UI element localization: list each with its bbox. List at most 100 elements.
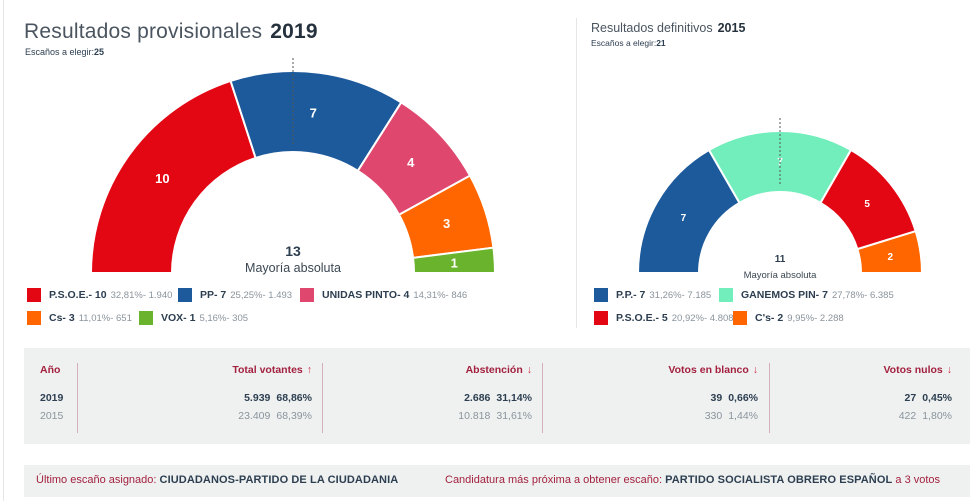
seat-segment-p-s-o-e[interactable] bbox=[89, 79, 257, 274]
legend-swatch bbox=[594, 288, 608, 302]
value: 39 bbox=[710, 392, 723, 404]
column-separator bbox=[322, 363, 323, 433]
col-null-votes: Votos nulos ↓ 27 0,45% 422 1,80% bbox=[774, 364, 952, 434]
legend-item[interactable]: GANEMOS PIN- 7 27,78%- 6.385 bbox=[719, 288, 894, 302]
value: 330 bbox=[704, 410, 723, 422]
column-separator bbox=[542, 363, 543, 433]
page-left-border bbox=[3, 0, 4, 501]
legend-swatch bbox=[719, 288, 733, 302]
seat-segment-c-s[interactable] bbox=[856, 229, 924, 274]
legend-item[interactable]: Cs- 3 11,01%- 651 bbox=[27, 311, 132, 325]
seat-count-label: 10 bbox=[155, 171, 169, 186]
legend-party: P.S.O.E.- 5 bbox=[616, 312, 668, 324]
percent: 68,39% bbox=[276, 410, 312, 422]
hemicycle-charts: 10 7 4 3 1 7 7 5 2 bbox=[89, 58, 924, 274]
row-2019-total: 5.939 68,86% bbox=[244, 392, 312, 404]
percent: 0,45% bbox=[922, 392, 952, 404]
current-seats-info: Escaños a elegir:25 bbox=[25, 47, 104, 57]
previous-title-text: Resultados definitivos bbox=[591, 21, 713, 35]
legend-item[interactable]: P.S.O.E.- 5 20,92%- 4.808 bbox=[594, 311, 734, 325]
seat-count-label: 1 bbox=[451, 256, 458, 271]
legend-stats: 9,95%- 2.288 bbox=[787, 312, 844, 324]
turnout-stats-table: Año 2019 2015 Total votantes ↑ 5.939 68,86… bbox=[24, 348, 970, 444]
value: 10.818 bbox=[458, 410, 491, 422]
legend-swatch bbox=[178, 288, 192, 302]
percent: 1,80% bbox=[922, 410, 952, 422]
hemicycle-2015: 7752 bbox=[636, 118, 924, 274]
percent: 68,86% bbox=[276, 392, 312, 404]
legend-item[interactable]: PP- 7 25,25%- 1.493 bbox=[178, 288, 292, 302]
last-seat-label: Último escaño asignado: bbox=[36, 474, 157, 486]
legend-stats: 32,81%- 1.940 bbox=[110, 289, 173, 301]
header-abstention[interactable]: Abstención ↓ bbox=[466, 364, 532, 376]
header-blank-votes[interactable]: Votos en blanco ↓ bbox=[668, 364, 758, 376]
last-seat-info: Último escaño asignado: CIUDADANOS-PARTI… bbox=[36, 474, 398, 486]
legend-swatch bbox=[27, 311, 41, 325]
col-total-voters: Total votantes ↑ 5.939 68,86% 23.409 68,39% bbox=[84, 364, 312, 434]
legend-swatch bbox=[594, 311, 608, 325]
arrow-down-icon: ↓ bbox=[946, 364, 952, 376]
previous-seats-label: Escaños a elegir: bbox=[591, 38, 657, 48]
legend-party: GANEMOS PIN- 7 bbox=[741, 289, 828, 301]
legend-swatch bbox=[139, 311, 153, 325]
legend-swatch bbox=[27, 288, 41, 302]
majority-2019: 13 Mayoría absoluta bbox=[193, 243, 393, 277]
col-year: Año 2019 2015 bbox=[40, 364, 100, 434]
value: 422 bbox=[898, 410, 917, 422]
legend-party: C's- 2 bbox=[755, 312, 784, 324]
seat-count-label: 2 bbox=[887, 252, 893, 263]
row-2015-year: 2015 bbox=[40, 410, 64, 422]
legend-swatch bbox=[733, 311, 747, 325]
header-blank-label: Votos en blanco bbox=[668, 364, 749, 376]
majority-2019-label: Mayoría absoluta bbox=[245, 261, 341, 275]
panel-divider bbox=[576, 18, 577, 328]
row-2019-null: 27 0,45% bbox=[905, 392, 952, 404]
col-abstention: Abstención ↓ 2.686 31,14% 10.818 31,61% bbox=[324, 364, 532, 434]
seat-info-footer: Último escaño asignado: CIUDADANOS-PARTI… bbox=[24, 465, 970, 497]
legend-party: P.P.- 7 bbox=[616, 289, 646, 301]
legend-stats: 11,01%- 651 bbox=[78, 312, 132, 324]
next-seat-label: Candidatura más próxima a obtener escaño… bbox=[445, 474, 663, 486]
header-year: Año bbox=[40, 364, 61, 376]
header-total-voters[interactable]: Total votantes ↑ bbox=[232, 364, 312, 376]
percent: 31,14% bbox=[496, 392, 532, 404]
previous-year: 2015 bbox=[717, 21, 746, 35]
next-seat-info: Candidatura más próxima a obtener escaño… bbox=[445, 474, 940, 486]
majority-2015-label: Mayoría absoluta bbox=[743, 270, 817, 281]
next-seat-suffix: a 3 votos bbox=[895, 474, 941, 486]
row-2019-blank: 39 0,66% bbox=[711, 392, 758, 404]
arrow-down-icon: ↓ bbox=[752, 364, 758, 376]
value: 5.939 bbox=[244, 392, 271, 404]
seat-segment-vox[interactable] bbox=[411, 246, 497, 274]
previous-results-title: Resultados definitivos 2015 bbox=[591, 21, 745, 35]
row-2015-null: 422 1,80% bbox=[899, 410, 952, 422]
column-separator bbox=[769, 363, 770, 433]
legend-item[interactable]: P.P.- 7 31,26%- 7.185 bbox=[594, 288, 711, 302]
col-blank-votes: Votos en blanco ↓ 39 0,66% 330 1,44% bbox=[544, 364, 758, 434]
arrow-down-icon: ↓ bbox=[526, 364, 532, 376]
arrow-up-icon: ↑ bbox=[306, 364, 312, 376]
legend-item[interactable]: VOX- 1 5,16%- 305 bbox=[139, 311, 248, 325]
percent: 0,66% bbox=[728, 392, 758, 404]
previous-seats-total: 21 bbox=[656, 38, 666, 48]
seat-count-label: 7 bbox=[310, 105, 317, 120]
header-null-votes[interactable]: Votos nulos ↓ bbox=[883, 364, 952, 376]
header-total-voters-label: Total votantes bbox=[232, 364, 303, 376]
legend-item[interactable]: P.S.O.E.- 10 32,81%- 1.940 bbox=[27, 288, 172, 302]
row-2015-total: 23.409 68,39% bbox=[238, 410, 312, 422]
legend-item[interactable]: C's- 2 9,95%- 2.288 bbox=[733, 311, 844, 325]
legend-item[interactable]: UNIDAS PINTO- 4 14,31%- 846 bbox=[300, 288, 467, 302]
row-2015-abstention: 10.818 31,61% bbox=[458, 410, 532, 422]
legend-stats: 27,78%- 6.385 bbox=[831, 289, 894, 301]
majority-2015-number: 11 bbox=[774, 254, 786, 265]
seat-count-label: 3 bbox=[443, 216, 450, 231]
seat-count-label: 7 bbox=[681, 213, 687, 224]
seat-count-label: 5 bbox=[864, 199, 870, 210]
value: 27 bbox=[904, 392, 917, 404]
percent: 31,61% bbox=[496, 410, 532, 422]
percent: 1,44% bbox=[728, 410, 758, 422]
header-abstention-label: Abstención bbox=[465, 364, 523, 376]
legend-party: PP- 7 bbox=[200, 289, 227, 301]
legend-stats: 20,92%- 4.808 bbox=[671, 312, 734, 324]
next-seat-value: PARTIDO SOCIALISTA OBRERO ESPAÑOL bbox=[665, 474, 893, 486]
